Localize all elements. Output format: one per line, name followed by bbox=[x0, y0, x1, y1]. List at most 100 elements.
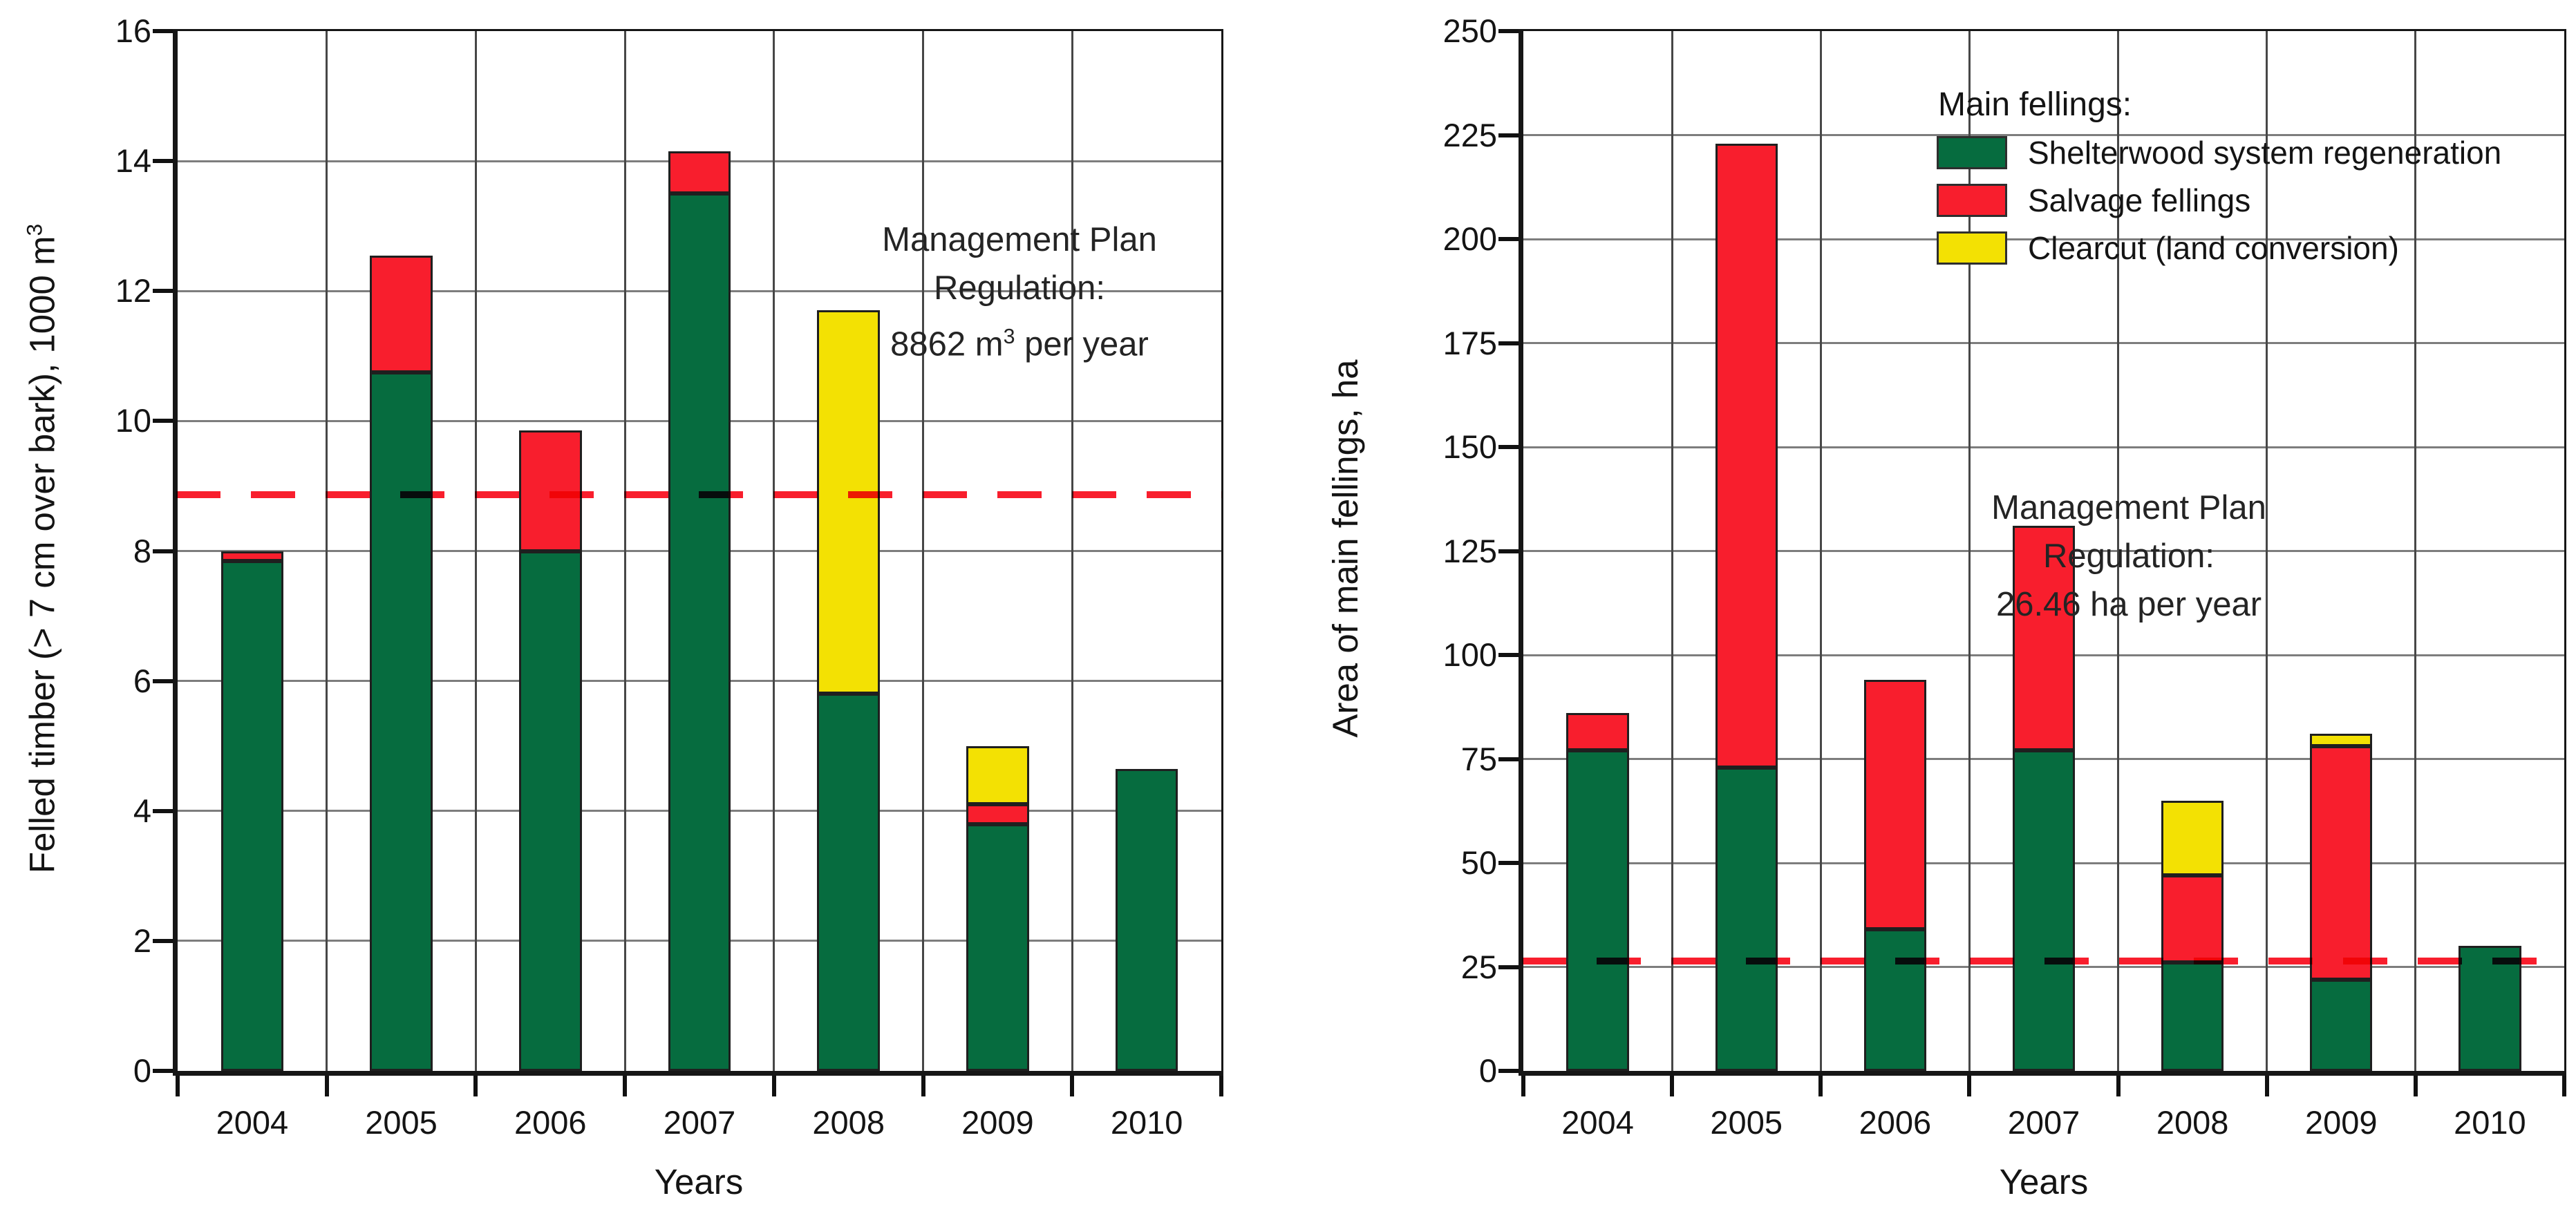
x-gridline bbox=[773, 31, 775, 1071]
x-tick-mark bbox=[2116, 1076, 2121, 1096]
x-gridline bbox=[1968, 31, 1971, 1071]
left-regulation-annotation: Management Plan Regulation: 8862 m3 per … bbox=[882, 216, 1157, 368]
y-tick-label: 14 bbox=[115, 142, 151, 180]
y-tick-label: 75 bbox=[1460, 740, 1497, 777]
bar-segment-2008-clearcut bbox=[2161, 800, 2224, 876]
bar-segment-2005-salvage bbox=[370, 255, 433, 372]
x-tick-mark bbox=[2264, 1076, 2269, 1096]
y-tick-label: 150 bbox=[1442, 428, 1497, 465]
left-y-axis-title-sup: 3 bbox=[21, 223, 47, 236]
year-label: 2009 bbox=[961, 1104, 1034, 1141]
y-tick-mark bbox=[1498, 861, 1519, 865]
right-regulation-annotation: Management Plan Regulation: 26.46 ha per… bbox=[1991, 484, 2266, 629]
y-tick-mark bbox=[1498, 29, 1519, 33]
year-label: 2005 bbox=[1710, 1104, 1783, 1141]
y-gridline bbox=[1523, 134, 2564, 136]
y-gridline bbox=[1523, 238, 2564, 240]
x-gridline bbox=[1071, 31, 1073, 1071]
year-label: 2010 bbox=[1110, 1104, 1183, 1141]
x-tick-mark bbox=[2413, 1076, 2418, 1096]
dashed-regulation-line bbox=[176, 491, 1223, 499]
y-tick-label: 50 bbox=[1460, 844, 1497, 881]
bar-segment-2010-shelterwood bbox=[2459, 946, 2521, 1071]
y-tick-mark bbox=[1498, 964, 1519, 969]
x-tick-mark bbox=[1967, 1076, 1972, 1096]
legend-title: Main fellings: bbox=[1938, 86, 2132, 123]
x-tick-mark bbox=[2562, 1076, 2566, 1096]
bar-segment-2009-clearcut bbox=[2310, 734, 2373, 747]
bar-segment-2009-salvage bbox=[2310, 746, 2373, 980]
y-tick-mark bbox=[1498, 549, 1519, 553]
year-label: 2005 bbox=[365, 1104, 438, 1141]
year-label: 2007 bbox=[663, 1104, 736, 1141]
y-tick-mark bbox=[153, 808, 173, 813]
bar-segment-2009-salvage bbox=[966, 804, 1029, 824]
clearcut-yellow-swatch bbox=[1937, 231, 2007, 265]
year-label: 2010 bbox=[2454, 1104, 2526, 1141]
y-tick-label: 0 bbox=[133, 1052, 151, 1089]
y-tick-mark bbox=[1498, 133, 1519, 137]
y-tick-label: 175 bbox=[1442, 324, 1497, 361]
x-tick-mark bbox=[771, 1076, 776, 1096]
x-gridline bbox=[2266, 31, 2268, 1071]
legend-item-label: Salvage fellings bbox=[2028, 182, 2251, 218]
y-tick-mark bbox=[153, 419, 173, 424]
left-chart-plot-area: 0 2 4 6 8 10 12 14 16 2004 2005 2006 2007 2008 2009 201… bbox=[115, 12, 1223, 1141]
x-gridline bbox=[2414, 31, 2417, 1071]
x-gridline bbox=[1671, 31, 1673, 1071]
left-x-axis-title: Years bbox=[654, 1162, 744, 1201]
y-tick-label: 10 bbox=[115, 402, 151, 439]
bar-segment-2007-shelterwood bbox=[2012, 750, 2076, 1071]
y-tick-label: 6 bbox=[133, 662, 151, 699]
right-chart-plot-area: 0 25 50 75 100 125 150 175 200 225 250 2004 2005 2006… bbox=[1443, 12, 2566, 1141]
legend-item-label: Clearcut (land conversion) bbox=[2028, 230, 2399, 266]
annotation-line: Regulation: bbox=[934, 269, 1105, 307]
y-tick-label: 250 bbox=[1442, 12, 1497, 49]
year-label: 2006 bbox=[514, 1104, 587, 1141]
y-tick-label: 4 bbox=[133, 792, 151, 829]
x-tick-mark bbox=[324, 1076, 329, 1096]
bar-segment-2009-shelterwood bbox=[2310, 979, 2373, 1071]
right-x-axis-title: Years bbox=[1999, 1162, 2089, 1201]
x-tick-mark bbox=[1219, 1076, 1223, 1096]
y-tick-mark bbox=[1498, 445, 1519, 449]
y-gridline bbox=[1523, 342, 2564, 344]
year-label: 2006 bbox=[1859, 1104, 1932, 1141]
x-gridline bbox=[1819, 31, 1822, 1071]
x-tick-mark bbox=[921, 1076, 925, 1096]
y-tick-mark bbox=[1498, 757, 1519, 761]
annotation-line: Management Plan bbox=[1991, 489, 2266, 526]
y-tick-mark bbox=[153, 549, 173, 553]
bar-segment-2004-salvage bbox=[220, 551, 284, 561]
right-y-axis-title: Area of main fellings, ha bbox=[1326, 359, 1365, 738]
bar-segment-2005-salvage bbox=[1715, 143, 1778, 768]
y-tick-label: 8 bbox=[133, 532, 151, 569]
x-gridline bbox=[922, 31, 925, 1071]
legend-item-clearcut: Clearcut (land conversion) bbox=[1937, 230, 2501, 266]
y-tick-label: 12 bbox=[115, 272, 151, 310]
y-tick-label: 125 bbox=[1442, 532, 1497, 569]
x-gridline bbox=[623, 31, 626, 1071]
x-tick-mark bbox=[176, 1076, 180, 1096]
x-gridline bbox=[474, 31, 477, 1071]
year-label: 2009 bbox=[2304, 1104, 2378, 1141]
bar-segment-2008-shelterwood bbox=[2161, 962, 2224, 1071]
annotation-line: Regulation: bbox=[2043, 538, 2215, 575]
y-tick-label: 200 bbox=[1442, 220, 1497, 257]
annotation-line: Management Plan bbox=[882, 221, 1157, 258]
y-tick-label: 2 bbox=[133, 922, 151, 959]
bar-segment-2008-clearcut bbox=[817, 310, 880, 694]
dashed-regulation-line bbox=[1522, 957, 2566, 964]
bar-segment-2004-salvage bbox=[1566, 713, 1629, 751]
bar-segment-2004-shelterwood bbox=[220, 560, 284, 1071]
salvage-red-swatch bbox=[1937, 184, 2007, 217]
shelterwood-green-swatch bbox=[1937, 136, 2007, 169]
x-gridline bbox=[326, 31, 328, 1071]
y-tick-label: 225 bbox=[1442, 116, 1497, 153]
x-tick-mark bbox=[1521, 1076, 1525, 1096]
legend-item-shelterwood: Shelterwood system regeneration bbox=[1937, 135, 2501, 171]
x-tick-mark bbox=[473, 1076, 478, 1096]
year-label: 2008 bbox=[2156, 1104, 2229, 1141]
y-tick-label: 25 bbox=[1460, 948, 1497, 985]
